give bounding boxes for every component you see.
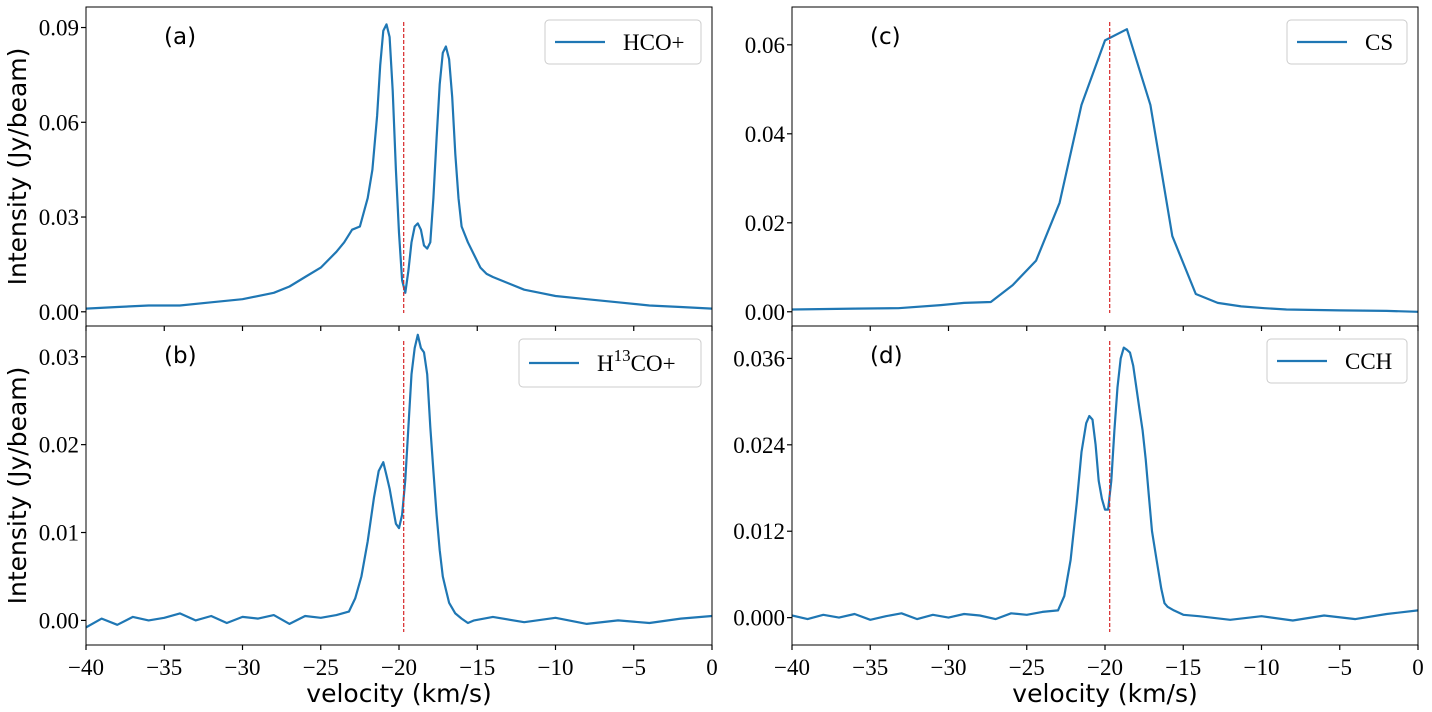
x-tick-label-d: −25 xyxy=(1009,655,1045,680)
y-tick-label-b: 0.02 xyxy=(39,433,79,458)
x-tick-label-d: −40 xyxy=(774,655,810,680)
legend-b: H13CO+ xyxy=(518,338,702,388)
y-tick-label-c: 0.06 xyxy=(745,33,785,58)
x-tick-label-b: −25 xyxy=(303,655,339,680)
panel-label-a: (a) xyxy=(164,24,196,50)
y-tick-label-c: 0.04 xyxy=(745,122,786,147)
x-tick-label-b: −10 xyxy=(538,655,574,680)
x-tick-label-d: −20 xyxy=(1087,655,1123,680)
x-tick-label-d: −10 xyxy=(1244,655,1280,680)
y-tick-label-d: 0.012 xyxy=(733,519,785,544)
y-tick-label-d: 0.000 xyxy=(733,606,785,631)
legend-label-a: HCO+ xyxy=(623,30,685,55)
legend-label-d: CCH xyxy=(1345,349,1392,374)
y-tick-label-a: 0.00 xyxy=(39,300,79,325)
legend-box-a xyxy=(544,19,702,65)
series-line-d xyxy=(792,346,1418,622)
x-tick-label-b: −40 xyxy=(68,655,104,680)
legend-label-b: H13CO+ xyxy=(597,346,676,376)
panel-label-d: (d) xyxy=(870,343,903,369)
legend-label-b-superscript: 13 xyxy=(614,346,631,365)
x-tick-label-d: −15 xyxy=(1165,655,1201,680)
x-tick-label-b: −30 xyxy=(225,655,261,680)
legend-label-b-suffix: CO+ xyxy=(631,351,676,376)
panel-c: 0.00 0.02 0.04 0.06 (c) CS xyxy=(745,6,1419,331)
y-tick-label-d: 0.024 xyxy=(733,433,785,458)
y-tick-label-b: 0.00 xyxy=(39,608,79,633)
series-line-a xyxy=(86,23,712,310)
y-axis-title-b: Intensity (Jy/beam) xyxy=(3,367,32,605)
legend-a: HCO+ xyxy=(544,19,702,65)
x-axis-title-d: velocity (km/s) xyxy=(1012,679,1197,708)
legend-label-c: CS xyxy=(1365,30,1393,55)
y-tick-label-c: 0.02 xyxy=(745,211,785,236)
x-axis-title-b: velocity (km/s) xyxy=(306,679,491,708)
y-tick-label-a: 0.09 xyxy=(39,16,79,41)
series-line-c xyxy=(792,28,1418,313)
x-tick-label-d: −5 xyxy=(1328,655,1352,680)
panel-b: 0.00 0.01 0.02 0.03 −40 −35 −30 −25 −20 −15 −10 −5 0… xyxy=(3,325,718,708)
y-tick-label-a: 0.03 xyxy=(39,205,79,230)
y-tick-label-a: 0.06 xyxy=(39,110,79,135)
series-line-b xyxy=(86,333,712,629)
panel-a: 0.00 0.03 0.06 0.09 Intensity (Jy/beam) (a) HC… xyxy=(3,6,713,331)
legend-label-b-prefix: H xyxy=(597,351,614,376)
y-tick-label-b: 0.03 xyxy=(39,345,79,370)
x-tick-label-d: 0 xyxy=(1412,655,1424,680)
legend-box-d xyxy=(1266,338,1408,384)
y-tick-label-b: 0.01 xyxy=(39,521,79,546)
y-tick-label-c: 0.00 xyxy=(745,300,785,325)
legend-d: CCH xyxy=(1266,338,1408,384)
x-tick-label-d: −35 xyxy=(852,655,888,680)
panel-label-b: (b) xyxy=(164,343,197,369)
y-axis-title-a: Intensity (Jy/beam) xyxy=(3,48,32,286)
x-tick-label-b: −15 xyxy=(459,655,495,680)
panel-label-c: (c) xyxy=(870,24,901,50)
x-tick-label-b: −35 xyxy=(146,655,182,680)
legend-box-b xyxy=(518,338,702,388)
legend-c: CS xyxy=(1286,19,1408,65)
x-tick-label-b: −20 xyxy=(381,655,417,680)
x-tick-label-d: −30 xyxy=(931,655,967,680)
x-tick-label-b: −5 xyxy=(622,655,646,680)
panel-d: 0.000 0.012 0.024 0.036 −40 −35 −30 −25 −20 −15 −1… xyxy=(733,325,1424,708)
y-tick-label-d: 0.036 xyxy=(733,346,785,371)
x-tick-label-b: 0 xyxy=(706,655,718,680)
